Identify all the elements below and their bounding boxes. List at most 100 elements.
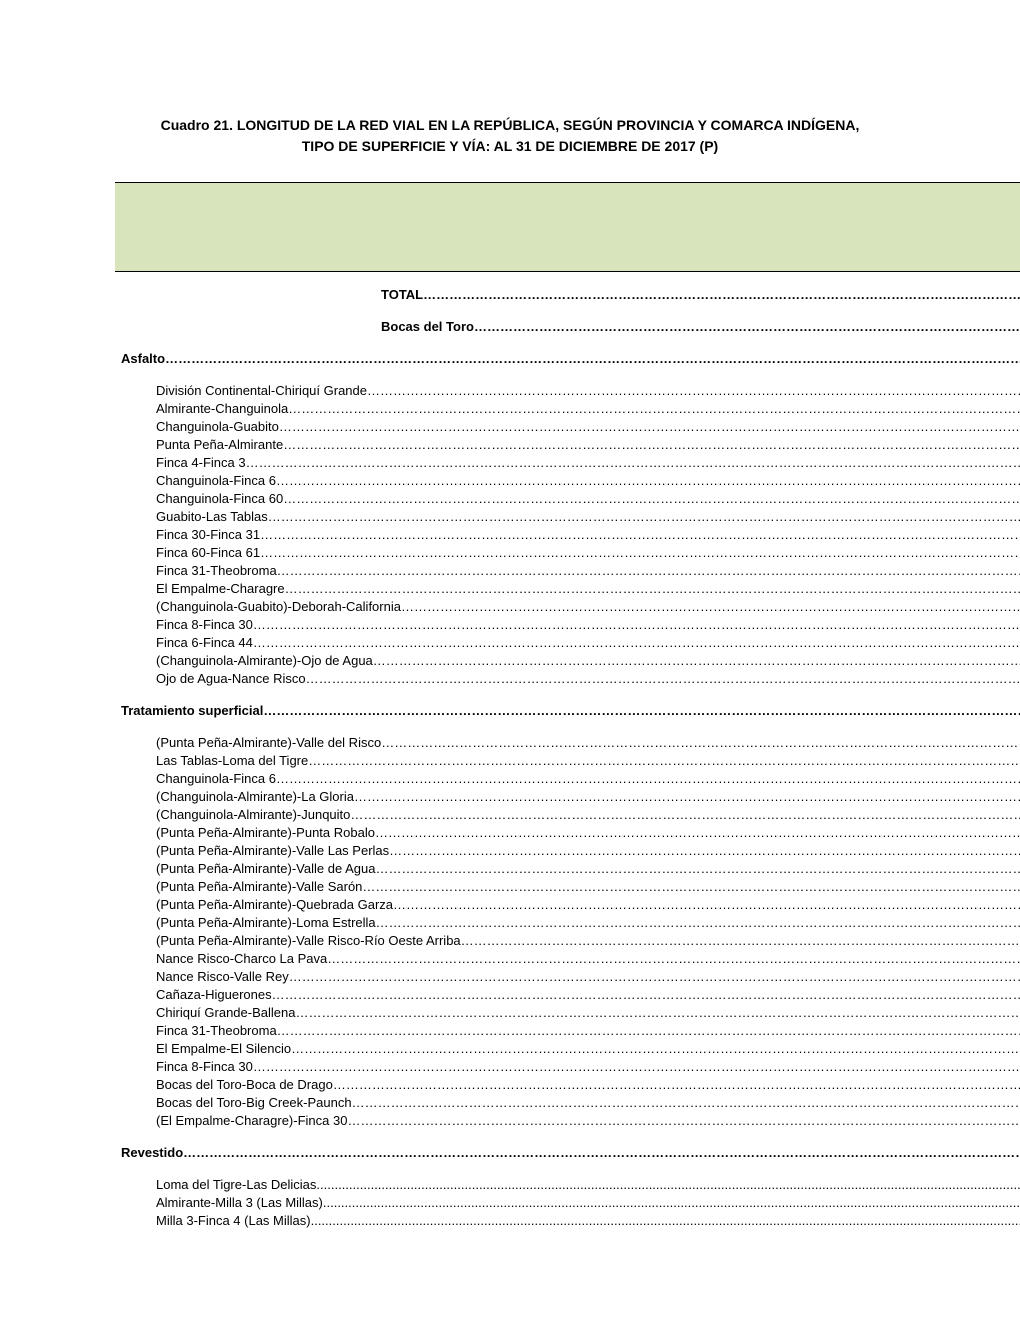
leader-dots: ……………………………………………………………………………………………………………	[381, 734, 1020, 752]
row-label-cell: Finca 4-Finca 3……………………………………………………………………	[115, 454, 1020, 472]
header-col-1: Provincia y comarca indígena, tipo de su…	[115, 183, 1020, 272]
leader-dots: ……………………………………………………………………………………………………………	[362, 878, 1020, 896]
leader-dots: ……………………………………………………………………………………………………………	[276, 472, 1020, 490]
row-label-cell: (Punta Peña-Almirante)-Valle del Risco………	[115, 734, 1020, 752]
row-label: (Changuinola-Almirante)-La Gloria	[156, 788, 354, 806]
row-label: Revestido	[121, 1144, 183, 1162]
row-label: División Continental-Chiriquí Grande	[156, 382, 367, 400]
row-label-cell: Almirante-Milla 3 (Las Millas)..........…	[115, 1194, 1020, 1212]
table-row: Finca 60-Finca 61………………………………………………………………	[115, 544, 1020, 562]
leader-dots: ……………………………………………………………………………………………………………	[285, 580, 1020, 598]
leader-dots: ……………………………………………………………………………………………………………	[373, 652, 1020, 670]
row-label: (Punta Peña-Almirante)-Valle del Risco	[156, 734, 381, 752]
row-label-cell: (Punta Peña-Almirante)-Valle Sarón…………………	[115, 878, 1020, 896]
table-row: (Punta Peña-Almirante)-Quebrada Garza…………	[115, 896, 1020, 914]
leader-dots: ……………………………………………………………………………………………………………	[260, 526, 1020, 544]
table-row: Bocas del Toro-Big Creek-Paunch…………………………	[115, 1094, 1020, 1112]
row-label: Milla 3-Finca 4 (Las Millas)	[156, 1212, 311, 1230]
table-row: Asfalto…………………………………………………………………………………………	[115, 350, 1020, 368]
leader-dots: ……………………………………………………………………………………………………………	[253, 616, 1020, 634]
row-label: Changuinola-Finca 6	[156, 472, 276, 490]
leader-dots: ……………………………………………………………………………………………………………	[291, 1040, 1020, 1058]
leader-dots: ……………………………………………………………………………………………………………	[389, 842, 1020, 860]
table-row: Bocas del Toro-Boca de Drago…………………………………	[115, 1076, 1020, 1094]
table-row: Loma del Tigre-Las Delicias.............…	[115, 1176, 1020, 1194]
row-label-cell: Asfalto…………………………………………………………………………………………	[115, 350, 1020, 368]
row-label: (Changuinola-Almirante)-Junquito	[156, 806, 350, 824]
row-label: Changuinola-Finca 6	[156, 770, 276, 788]
leader-dots: ……………………………………………………………………………………………………………	[295, 1004, 1020, 1022]
row-label: Changuinola-Guabito	[156, 418, 279, 436]
row-label: (Changuinola-Guabito)-Deborah-California	[156, 598, 401, 616]
row-label: Finca 30-Finca 31	[156, 526, 260, 544]
leader-dots: ……………………………………………………………………………………………………………	[461, 932, 1020, 950]
row-label: Finca 4-Finca 3	[156, 454, 246, 472]
table-row: (Punta Peña-Almirante)-Valle Sarón…………………	[115, 878, 1020, 896]
table-row: Finca 31-Theobroma……………………………………………………………	[115, 1022, 1020, 1040]
row-label-cell: Bocas del Toro-Big Creek-Paunch…………………………	[115, 1094, 1020, 1112]
row-label-cell: (El Empalme-Charagre)-Finca 30……………………………	[115, 1112, 1020, 1130]
leader-dots: ……………………………………………………………………………………………………………	[283, 436, 1020, 454]
leader-dots: ……………………………………………………………………………………………………………	[333, 1076, 1020, 1094]
leader-dots: ……………………………………………………………………………………………………………	[260, 544, 1020, 562]
row-label-cell: Finca 8-Finca 30…………………………………………………………………	[115, 1058, 1020, 1076]
row-label: Loma del Tigre-Las Delicias	[156, 1176, 316, 1194]
table-row: Almirante-Milla 3 (Las Millas)..........…	[115, 1194, 1020, 1212]
row-label-cell: Finca 30-Finca 31………………………………………………………………	[115, 526, 1020, 544]
leader-dots: ……………………………………………………………………………………………………………	[350, 806, 1020, 824]
table-row: Guabito-Las Tablas……………………………………………………………	[115, 508, 1020, 526]
leader-dots: ……………………………………………………………………………………………………………	[375, 860, 1020, 878]
row-label: Nance Risco-Charco La Pava	[156, 950, 327, 968]
leader-dots: ……………………………………………………………………………………………………………	[165, 350, 1020, 368]
table-row: Bocas del Toro………………………………………………………………………	[115, 318, 1020, 336]
row-label-cell: Nance Risco-Charco La Pava………………………………………	[115, 950, 1020, 968]
table-row: Finca 4-Finca 3……………………………………………………………………	[115, 454, 1020, 472]
row-label-cell: (Changuinola-Guabito)-Deborah-California…	[115, 598, 1020, 616]
leader-dots: ……………………………………………………………………………………………………………	[288, 400, 1020, 418]
leader-dots: ……………………………………………………………………………………………………………	[367, 382, 1020, 400]
row-label-cell: Nance Risco-Valle Rey……………………………………………………	[115, 968, 1020, 986]
row-label-cell: (Punta Peña-Almirante)-Quebrada Garza…………	[115, 896, 1020, 914]
table-row: Nance Risco-Valle Rey……………………………………………………	[115, 968, 1020, 986]
leader-dots: ……………………………………………………………………………………………………………	[246, 454, 1020, 472]
table-row: Finca 8-Finca 30…………………………………………………………………	[115, 1058, 1020, 1076]
table-row: Finca 6-Finca 44…………………………………………………………………	[115, 634, 1020, 652]
row-label-cell: TOTAL………………………………………………………………………………………………	[115, 286, 1020, 304]
table-row	[115, 688, 1020, 702]
table-row: Revestido……………………………………………………………………………………	[115, 1144, 1020, 1162]
table-row: Las Tablas-Loma del Tigre…………………………………………	[115, 752, 1020, 770]
table-row: (Punta Peña-Almirante)-Valle Las Perlas……	[115, 842, 1020, 860]
table-row: Changuinola-Guabito…………………………………………………………	[115, 418, 1020, 436]
table-row: Finca 31-Theobroma……………………………………………………………	[115, 562, 1020, 580]
row-label-cell: Loma del Tigre-Las Delicias.............…	[115, 1176, 1020, 1194]
leader-dots: ……………………………………………………………………………………………………………	[375, 824, 1020, 842]
row-label: Bocas del Toro-Boca de Drago	[156, 1076, 333, 1094]
leader-dots: ........................................…	[311, 1212, 1020, 1230]
row-label: El Empalme-El Silencio	[156, 1040, 291, 1058]
leader-dots: ……………………………………………………………………………………………………………	[253, 1058, 1020, 1076]
table-row	[115, 304, 1020, 318]
table-row: Nance Risco-Charco La Pava………………………………………	[115, 950, 1020, 968]
row-label: (Punta Peña-Almirante)-Loma Estrella	[156, 914, 376, 932]
row-label: TOTAL	[381, 286, 423, 304]
row-label: Finca 31-Theobroma	[156, 562, 277, 580]
row-label: Finca 8-Finca 30	[156, 616, 253, 634]
row-label: El Empalme-Charagre	[156, 580, 285, 598]
leader-dots: ……………………………………………………………………………………………………………	[352, 1094, 1020, 1112]
table-row: (Punta Peña-Almirante)-Loma Estrella……………	[115, 914, 1020, 932]
table-row: Changuinola-Finca 6…………………………………………………………	[115, 770, 1020, 788]
title-line-2: TIPO DE SUPERFICIE Y VÍA: AL 31 DE DICIE…	[302, 138, 718, 154]
leader-dots: ……………………………………………………………………………………………………………	[283, 490, 1020, 508]
leader-dots: ……………………………………………………………………………………………………………	[354, 788, 1020, 806]
row-label: Chiriquí Grande-Ballena	[156, 1004, 295, 1022]
leader-dots: ……………………………………………………………………………………………………………	[474, 318, 1020, 336]
row-label: (Punta Peña-Almirante)-Valle Risco-Río O…	[156, 932, 461, 950]
row-label-cell: Finca 8-Finca 30…………………………………………………………………	[115, 616, 1020, 634]
table-row: (Changuinola-Almirante)-La Gloria……………………	[115, 788, 1020, 806]
row-label-cell: Finca 31-Theobroma……………………………………………………………	[115, 562, 1020, 580]
row-label: Punta Peña-Almirante	[156, 436, 283, 454]
row-label-cell: (Punta Peña-Almirante)-Punta Robalo………………	[115, 824, 1020, 842]
row-label-cell: Changuinola-Finca 60………………………………………………………	[115, 490, 1020, 508]
table-row: Chiriquí Grande-Ballena………………………………………………	[115, 1004, 1020, 1022]
table-row: (Changuinola-Guabito)-Deborah-California…	[115, 598, 1020, 616]
